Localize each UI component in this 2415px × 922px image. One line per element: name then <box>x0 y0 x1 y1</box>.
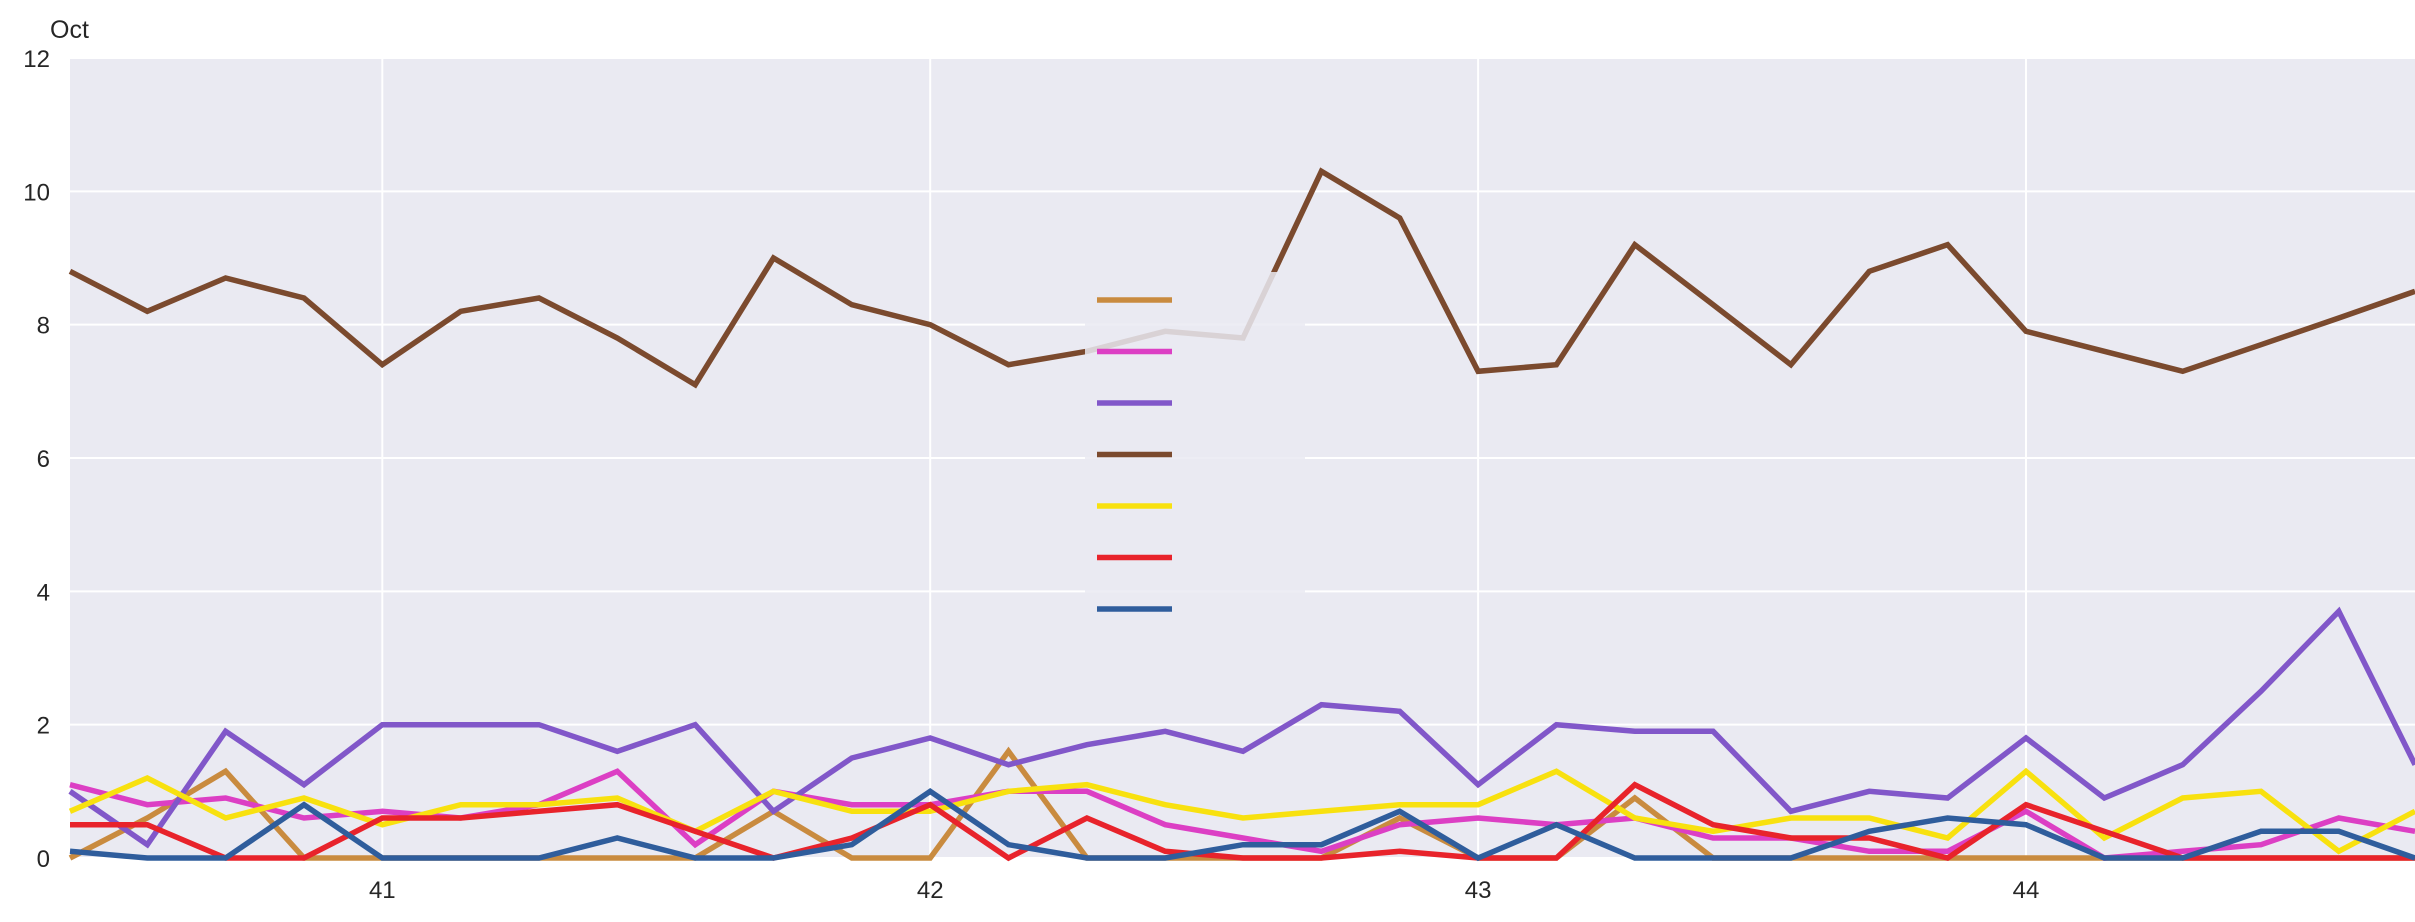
x-tick-label: 41 <box>369 877 396 904</box>
y-tick-label: 6 <box>37 446 50 473</box>
y-tick-label: 4 <box>37 579 50 606</box>
y-tick-label: 2 <box>37 713 50 740</box>
series-line-6 <box>70 781 2415 862</box>
x-tick-label: 44 <box>2013 877 2040 904</box>
y-tick-label: 8 <box>37 313 50 340</box>
x-tick-label: 42 <box>917 877 944 904</box>
x-tick-labels: 41 42 43 44 <box>369 877 2039 904</box>
series-line-7 <box>69 787 2415 862</box>
legend <box>1085 272 1305 632</box>
x-tick-label: 43 <box>1465 877 1492 904</box>
y-tick-label: 12 <box>23 46 50 73</box>
y-tick-label: 0 <box>37 846 50 873</box>
series-line-5 <box>68 767 2415 855</box>
series-line-3 <box>68 606 2415 849</box>
corner-label: Oct <box>50 16 89 44</box>
y-tick-label: 10 <box>23 179 50 206</box>
y-tick-labels: 0 2 4 6 8 10 12 <box>23 46 50 873</box>
